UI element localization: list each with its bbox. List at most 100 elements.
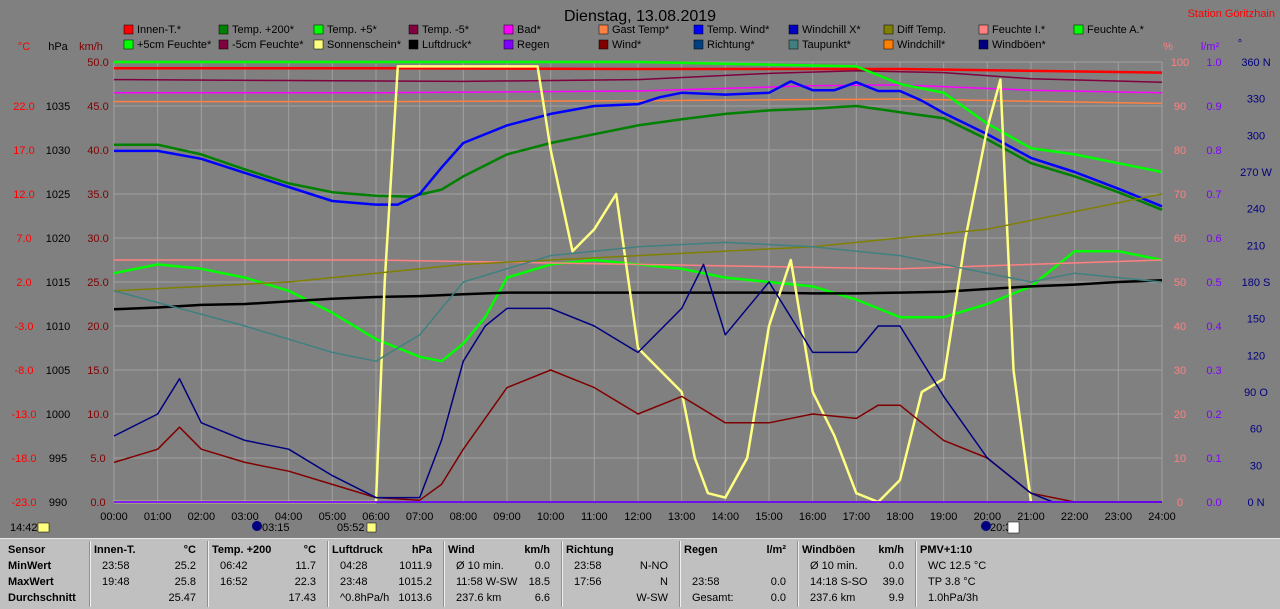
- cell-label: WC 12.5 °C: [928, 560, 987, 572]
- x-tick-label: 14:00: [712, 511, 740, 523]
- y-tick-label: 0.0: [1206, 497, 1221, 509]
- cell-label: 19:48: [102, 576, 130, 588]
- chart-series: [113, 60, 1163, 504]
- x-tick-label: 04:00: [275, 511, 303, 523]
- column-title: Richtung: [566, 544, 614, 556]
- column-title: Luftdruck: [332, 544, 383, 556]
- series-line: [113, 70, 1163, 83]
- y-tick-label: 60: [1250, 424, 1262, 436]
- y-tick-label: 995: [49, 453, 67, 465]
- x-tick-label: 01:00: [144, 511, 172, 523]
- stats-column: Richtung 23:58 N-NO 17:56 N W-SW: [561, 539, 674, 609]
- x-axis: 00:00 01:00 02:00 03:00 04:00 05:00 06:00 07:00…: [100, 511, 1176, 523]
- legend-swatch: [503, 24, 514, 35]
- y-tick-label: 0.9: [1206, 101, 1221, 113]
- y-tick-label: 150: [1247, 314, 1265, 326]
- column-unit: km/h: [878, 544, 904, 556]
- y-tick-label: 7.0: [16, 233, 31, 245]
- y-tick-label: 0.6: [1206, 233, 1221, 245]
- column-separator: [89, 541, 91, 607]
- cell-value: 25.2: [174, 560, 196, 572]
- sun-marker-left: 14:42: [10, 522, 38, 534]
- series-line: [114, 98, 1163, 105]
- row-label-min: MinWert: [8, 560, 52, 572]
- column-separator: [915, 541, 917, 607]
- sun-marker-sunrise: 03:15: [262, 522, 290, 534]
- series-line: [114, 66, 1163, 74]
- legend-swatch: [313, 39, 324, 50]
- stats-column: Regen l/m² 23:58 0.0 Gesamt: 0.0: [679, 539, 792, 609]
- y-tick-label: 50.0: [87, 57, 108, 69]
- column-title: Regen: [684, 544, 718, 556]
- y-tick-label: 25.0: [87, 277, 108, 289]
- series-line: [113, 263, 1162, 503]
- cell-value: 1011.9: [399, 560, 432, 572]
- legend-label: Gast Temp*: [612, 24, 670, 36]
- x-tick-label: 17:00: [843, 511, 871, 523]
- column-title: PMV+1:10: [920, 544, 973, 556]
- y-tick-label: 1015: [46, 277, 70, 289]
- y-tick-label: 1000: [46, 409, 70, 421]
- x-tick-label: 24:00: [1148, 511, 1176, 523]
- legend-label: Feuchte A.*: [1087, 24, 1145, 36]
- legend-swatch: [693, 39, 704, 50]
- stats-column: Innen-T. °C 23:58 25.2 19:48 25.8 25.47: [89, 539, 202, 609]
- y-tick-label: 22.0: [13, 101, 34, 113]
- y-tick-label: 270 W: [1240, 167, 1272, 179]
- cell-value: 39.0: [882, 576, 904, 588]
- y-tick-label: 240: [1247, 204, 1265, 216]
- cell-label: 23:58: [692, 576, 720, 588]
- legend-swatch: [883, 24, 894, 35]
- y-tick-label: 0.0: [90, 497, 105, 509]
- column-unit: km/h: [524, 544, 550, 556]
- cell-value: 0.0: [534, 560, 550, 572]
- cell-value: 11.7: [295, 560, 316, 572]
- column-title: Innen-T.: [94, 544, 136, 556]
- y-tick-label: 0.7: [1206, 189, 1221, 201]
- legend-label: -5cm Feuchte*: [232, 39, 304, 51]
- x-tick-label: 08:00: [450, 511, 478, 523]
- stats-column: Luftdruck hPa 04:28 1011.9 23:48 1015.2 ^0.8hP…: [327, 539, 438, 609]
- cell-label: Ø 10 min.: [456, 560, 504, 572]
- row-label-avg: Durchschnitt: [8, 592, 76, 604]
- column-title: Windböen: [802, 544, 856, 556]
- legend-swatch: [788, 24, 799, 35]
- y-tick-label: 70: [1174, 189, 1186, 201]
- cell-value: 0.0: [770, 592, 786, 604]
- y-tick-label: 45.0: [87, 101, 108, 113]
- row-label-max: MaxWert: [8, 576, 54, 588]
- y-tick-label: 40.0: [87, 145, 108, 157]
- cell-value: 1013.6: [398, 592, 432, 604]
- y-tick-label: 5.0: [90, 453, 105, 465]
- x-tick-label: 13:00: [668, 511, 696, 523]
- legend-label: +5cm Feuchte*: [137, 39, 212, 51]
- column-separator: [797, 541, 799, 607]
- axis-unit-temp: °C: [18, 41, 30, 53]
- row-label-sensor: Sensor: [8, 544, 46, 556]
- column-unit: °C: [183, 544, 196, 556]
- x-tick-label: 18:00: [886, 511, 914, 523]
- legend-swatch: [883, 39, 894, 50]
- y-tick-label: 1010: [46, 321, 70, 333]
- cell-label: ^0.8hPa/h: [340, 592, 390, 604]
- y-tick-label: 20: [1174, 409, 1186, 421]
- y-tick-label: -18.0: [11, 453, 36, 465]
- legend-label: Temp. -5*: [422, 24, 470, 36]
- y-tick-label: 0.1: [1206, 453, 1221, 465]
- series-line: [113, 241, 1163, 362]
- legend-swatch: [218, 39, 229, 50]
- axis-unit-rain: l/m²: [1201, 41, 1220, 53]
- x-tick-label: 09:00: [493, 511, 521, 523]
- y-tick-label: 80: [1174, 145, 1186, 157]
- cell-value: 17.43: [288, 592, 316, 604]
- x-tick-label: 03:00: [231, 511, 259, 523]
- cell-value: W-SW: [636, 592, 668, 604]
- column-unit: l/m²: [766, 544, 786, 556]
- legend-swatch: [978, 24, 989, 35]
- series-line: [113, 249, 1163, 363]
- legend-label: Windchill*: [897, 39, 946, 51]
- stats-table: Sensor MinWert MaxWert Durchschnitt Inne…: [0, 538, 1280, 609]
- sun-icon-2: [366, 522, 377, 533]
- cell-label: 14:18 S-SO: [810, 576, 868, 588]
- cell-label: 06:42: [220, 560, 248, 572]
